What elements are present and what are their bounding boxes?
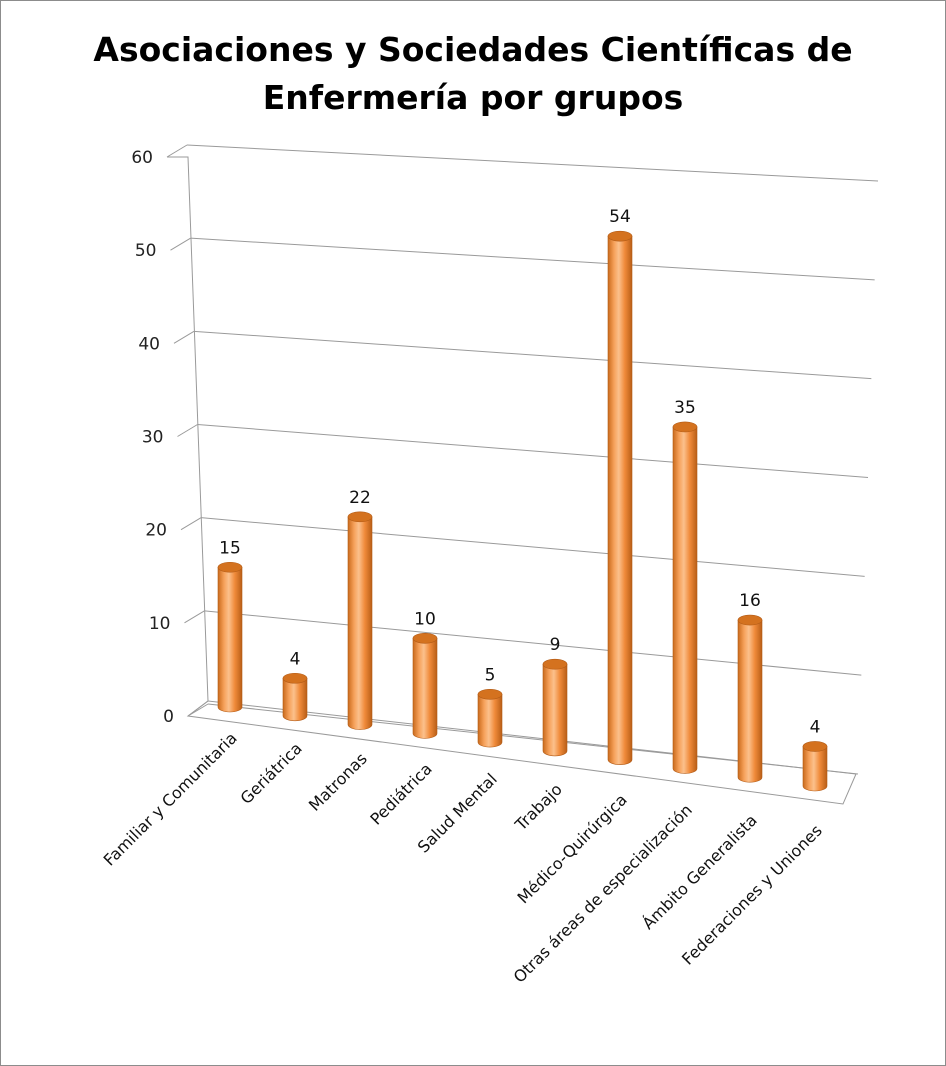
y-tick-label: 0	[163, 707, 174, 727]
gridline-side	[187, 703, 209, 717]
data-label: 35	[674, 398, 696, 418]
chart-title-line-1: Asociaciones y Sociedades Científicas de	[93, 30, 853, 69]
data-label: 22	[349, 488, 371, 508]
bar-body	[217, 566, 243, 713]
bar-top	[412, 632, 438, 644]
gridline	[204, 610, 862, 676]
bar	[737, 614, 763, 783]
bar	[477, 688, 503, 748]
bar	[607, 230, 633, 765]
y-tick-label: 10	[149, 614, 171, 634]
gridline	[197, 424, 869, 478]
x-category-label: Familiar y Comunitaria	[100, 728, 241, 869]
bar	[802, 741, 828, 792]
gridline-side	[173, 330, 195, 344]
bar-top	[737, 614, 763, 626]
gridline	[186, 144, 879, 182]
bar-body	[542, 663, 568, 757]
gridline-side	[166, 144, 188, 158]
data-label: 16	[739, 591, 761, 611]
x-category-label: Federaciones y Uniones	[678, 821, 826, 969]
gridline-side	[170, 237, 191, 251]
x-category-label: Geriátrica	[237, 739, 306, 808]
side-wall	[167, 156, 209, 717]
y-tick-label: 20	[145, 521, 167, 541]
y-axis-ticks: 0 10 20 30 40 50 60	[131, 148, 174, 727]
chart-title: Asociaciones y Sociedades Científicas de…	[0, 26, 946, 122]
bar	[347, 511, 373, 730]
x-category-label: Salud Mental	[414, 770, 501, 857]
bar-top	[347, 511, 373, 523]
data-label: 54	[609, 207, 631, 227]
data-labels: 15 4 22 10 5 9 54 35 16 4	[219, 207, 820, 737]
bar	[412, 632, 438, 739]
bar	[672, 421, 698, 774]
bar-top	[477, 688, 503, 700]
chart-title-line-2: Enfermería por grupos	[262, 78, 684, 117]
y-tick-label: 40	[138, 334, 160, 354]
bar-body	[477, 693, 503, 748]
gridline	[200, 517, 865, 577]
gridlines	[166, 144, 879, 775]
bar-body	[347, 516, 373, 730]
y-tick-label: 60	[131, 148, 153, 168]
bar-body	[412, 637, 438, 739]
bar-body	[672, 426, 698, 774]
bar-body	[282, 677, 308, 722]
data-label: 9	[550, 635, 561, 655]
bar-top	[672, 421, 698, 433]
gridline-side	[184, 610, 205, 624]
data-label: 4	[810, 717, 821, 737]
data-label: 10	[414, 609, 436, 629]
bar-top	[217, 561, 243, 573]
data-label: 4	[290, 649, 301, 669]
x-category-label: Trabajo	[511, 780, 566, 835]
bar	[282, 672, 308, 722]
bar-top	[542, 658, 568, 670]
bar-body	[737, 619, 763, 783]
x-category-label: Pediátrica	[366, 759, 435, 828]
bar	[542, 658, 568, 757]
bar-body	[607, 235, 633, 765]
y-tick-label: 30	[142, 428, 164, 448]
y-tick-label: 50	[135, 241, 157, 261]
x-category-label: Matronas	[305, 749, 371, 815]
bar-top	[802, 741, 828, 752]
bar	[217, 561, 243, 713]
gridline	[190, 237, 875, 281]
bars	[217, 230, 828, 792]
gridline-side	[180, 517, 202, 531]
bar-top	[282, 672, 308, 684]
gridline	[193, 330, 872, 380]
bar-body	[802, 746, 828, 792]
data-label: 15	[219, 538, 241, 558]
bar-top	[607, 230, 633, 242]
data-label: 5	[485, 665, 496, 685]
gridline-side	[177, 424, 198, 437]
